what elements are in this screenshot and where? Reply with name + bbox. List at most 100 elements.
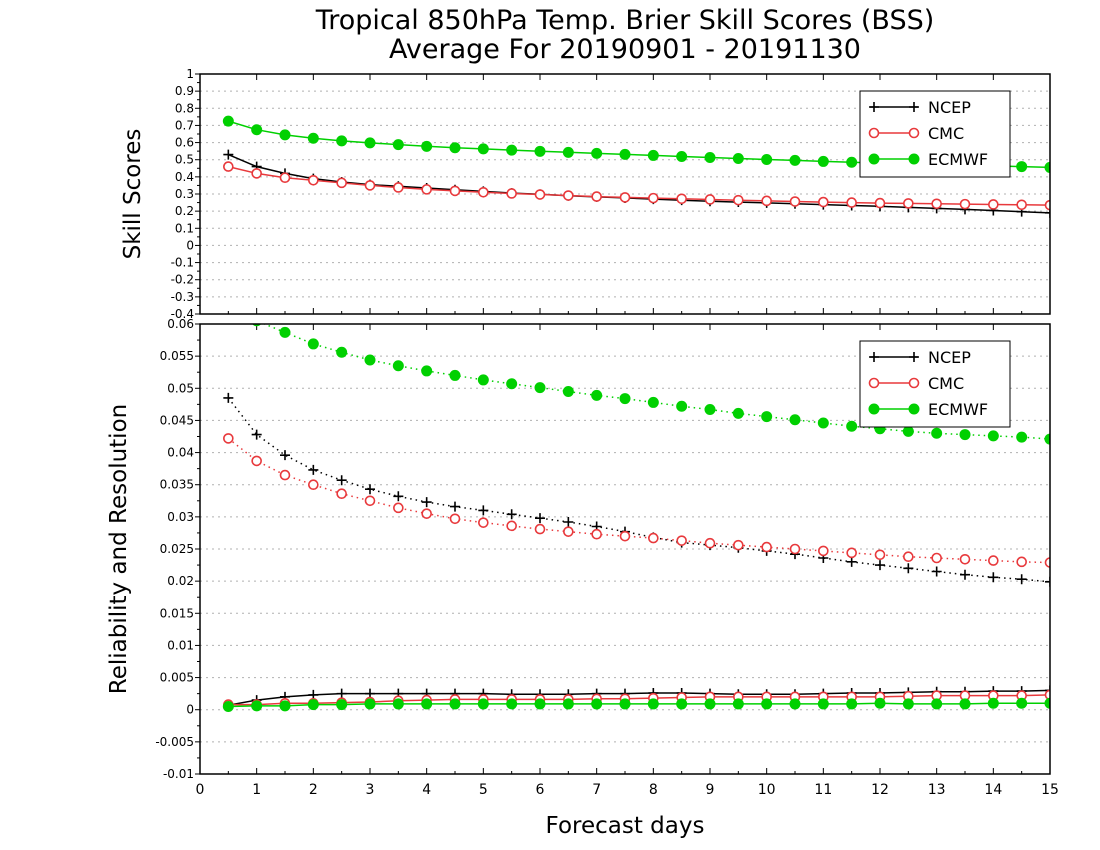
bottom-series-ecmwf-reliability-point xyxy=(421,698,433,710)
bottom-series-ncep-resolution-point xyxy=(535,513,545,524)
bottom-series-ecmwf-reliability-point xyxy=(534,698,546,710)
top-series-ecmwf-point xyxy=(421,140,433,152)
top-series-cmc-point xyxy=(563,190,574,201)
bottom-y-tick-label: 0.025 xyxy=(160,542,194,556)
bottom-legend-label-cmc: CMC xyxy=(928,374,964,393)
bottom-series-cmc-reliability-line xyxy=(228,694,1050,706)
bottom-y-tick-label: 0.05 xyxy=(167,381,194,395)
bottom-series-cmc-resolution-point xyxy=(704,537,716,549)
x-tick-label: 15 xyxy=(1041,782,1059,798)
bottom-series-ncep-resolution-point xyxy=(875,560,885,571)
bottom-series-ecmwf-reliability-point xyxy=(279,700,291,712)
bottom-series-ecmwf-reliability-line xyxy=(228,702,1050,708)
bottom-series-ecmwf-reliability-point xyxy=(449,698,461,710)
bottom-series-ecmwf-reliability-point xyxy=(619,698,631,710)
x-tick-label: 14 xyxy=(984,782,1002,798)
bottom-series-ecmwf-reliability-point xyxy=(846,698,858,710)
top-series-cmc-point xyxy=(364,180,376,191)
top-y-tick-label: 0.4 xyxy=(175,170,194,184)
x-tick-label: 1 xyxy=(252,782,261,798)
bottom-series-cmc-resolution-point xyxy=(279,469,291,481)
top-series-ecmwf-point xyxy=(222,115,234,127)
bottom-series-cmc-resolution-point xyxy=(336,488,347,500)
top-y-tick-label: 0.7 xyxy=(175,118,194,132)
bottom-series-ncep-resolution-point xyxy=(336,475,347,486)
bottom-series-cmc-resolution-point xyxy=(648,532,659,544)
bottom-series-ncep-resolution-point xyxy=(251,429,262,440)
top-y-tick-label: 0.1 xyxy=(175,221,194,235)
top-series-cmc-point xyxy=(478,186,489,198)
bottom-series-ncep-resolution-point xyxy=(365,484,375,495)
bottom-series-ecmwf-reliability-point xyxy=(364,698,376,710)
bottom-series-cmc-resolution-point xyxy=(1044,557,1050,568)
bottom-series-ecmwf-reliability-point xyxy=(704,698,716,710)
top-series-ecmwf-point xyxy=(846,156,858,168)
bottom-y-tick-label: 0.02 xyxy=(167,574,194,588)
bottom-series-ecmwf-reliability-point xyxy=(931,698,943,710)
bottom-series-ncep-resolution-point xyxy=(903,563,914,574)
x-tick-label: 11 xyxy=(814,782,832,798)
top-series-cmc-point xyxy=(931,198,942,210)
bottom-plot-frame xyxy=(199,323,1051,775)
top-series-cmc-point xyxy=(279,172,291,184)
bottom-series-ncep-resolution-point xyxy=(421,497,432,508)
top-y-tick-label: 0.3 xyxy=(175,187,194,201)
top-series-cmc-point xyxy=(1016,199,1027,211)
bottom-y-tick-label: -0.005 xyxy=(155,735,194,749)
bottom-y-tick-label: 0.055 xyxy=(160,349,194,363)
bottom-series-cmc-resolution-point xyxy=(421,508,432,519)
bottom-series-ncep-resolution-line xyxy=(227,397,1050,583)
top-series-cmc-point xyxy=(223,161,234,172)
bottom-series-cmc-resolution-point xyxy=(251,455,262,467)
bottom-series-cmc-resolution-point xyxy=(959,553,971,565)
bottom-series-ecmwf-resolution-point xyxy=(477,374,489,386)
bottom-series-cmc-resolution-point xyxy=(931,552,942,564)
top-series-ecmwf-point xyxy=(506,144,518,156)
bottom-series-cmc-resolution-point xyxy=(449,513,461,525)
x-tick-label: 10 xyxy=(758,782,776,798)
bottom-series-ecmwf-resolution-point xyxy=(449,369,461,381)
x-tick-label: 6 xyxy=(536,782,545,798)
bottom-series-ecmwf-reliability-point xyxy=(392,698,404,710)
top-series-ncep-point xyxy=(223,149,234,160)
top-series-ecmwf-point xyxy=(392,139,404,151)
top-series-ecmwf-point xyxy=(562,146,574,158)
bottom-series-ecmwf-reliability-point xyxy=(874,697,886,709)
top-y-tick-label: 0.5 xyxy=(175,153,194,167)
top-legend-label-cmc: CMC xyxy=(928,124,964,143)
top-legend-marker-ncep xyxy=(869,102,879,112)
top-series-ecmwf-point xyxy=(789,154,801,166)
bottom-series-cmc-resolution-point xyxy=(874,549,886,561)
bottom-series-ecmwf-resolution-point xyxy=(591,389,603,401)
bottom-series-ncep-reliability-point xyxy=(336,688,347,699)
bottom-series-ecmwf-reliability-point xyxy=(307,699,319,711)
bottom-panel-reliability-resolution: -0.01 -0.005 0 0.005 0.01 0.015 0.02 0.025 0.03 0… xyxy=(106,317,1059,798)
bottom-y-axis-label: Reliability and Resolution xyxy=(106,404,132,694)
top-series-ecmwf-point xyxy=(732,153,744,165)
x-tick-label: 13 xyxy=(928,782,946,798)
bottom-legend-marker-cmc xyxy=(868,377,880,389)
bottom-series-ecmwf-reliability-point xyxy=(789,698,801,710)
top-legend-marker-ecmwf xyxy=(868,153,880,165)
bottom-y-tick-label: -0.01 xyxy=(163,767,194,781)
bottom-series-ecmwf-resolution-point xyxy=(761,411,773,423)
top-series-cmc-point xyxy=(761,195,772,207)
bottom-series-ecmwf-reliability-point xyxy=(676,698,688,710)
bottom-series-ecmwf-reliability-point xyxy=(732,698,744,710)
bottom-series-ecmwf-resolution-point xyxy=(392,360,404,372)
bottom-legend-marker-ecmwf xyxy=(868,403,880,415)
bottom-series-cmc-resolution-point xyxy=(733,539,744,551)
bottom-series-ecmwf-reliability-point xyxy=(959,698,971,710)
bottom-legend-label-ncep: NCEP xyxy=(928,348,971,367)
bottom-series-cmc-resolution-point xyxy=(506,520,517,532)
bottom-legend-marker-ncep xyxy=(909,352,919,362)
top-plot-frame xyxy=(199,73,1051,315)
top-series-ecmwf-point xyxy=(704,151,716,163)
top-series-cmc-point xyxy=(903,198,914,209)
bottom-series-ncep-resolution-point xyxy=(393,491,404,502)
top-series-cmc-point xyxy=(619,192,631,203)
top-series-ncep-point xyxy=(1045,207,1050,218)
top-series-ecmwf-point xyxy=(591,147,603,159)
bottom-series-ncep-resolution-point xyxy=(478,505,489,516)
bottom-series-ncep-resolution-point xyxy=(506,509,517,520)
